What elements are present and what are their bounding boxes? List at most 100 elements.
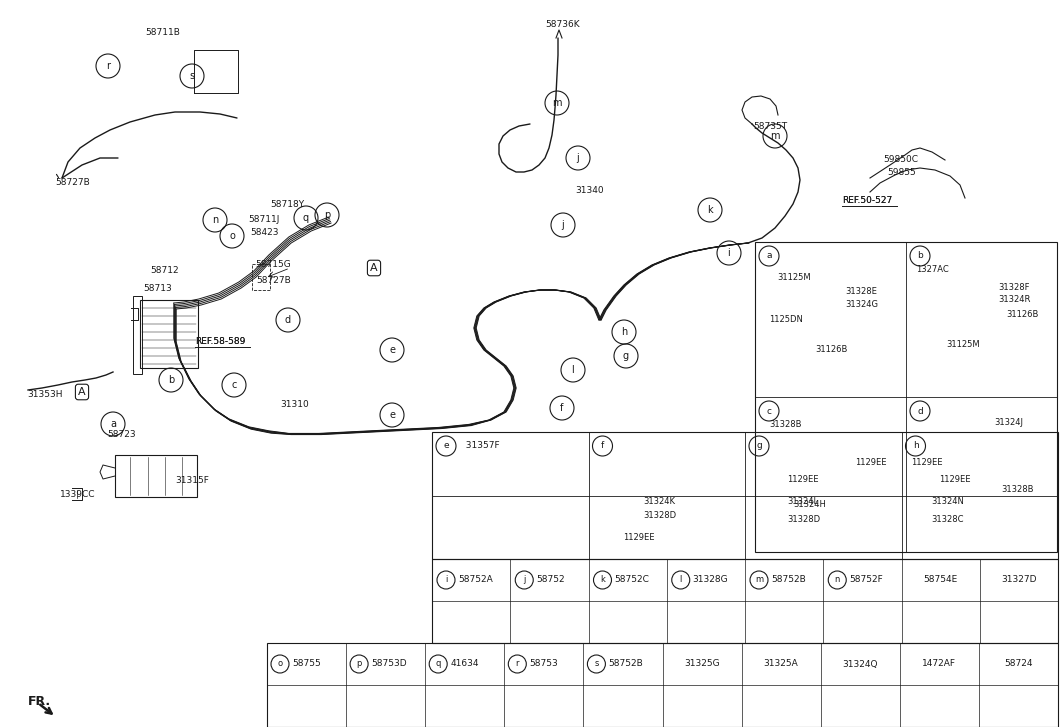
Text: 58755: 58755 [292,659,321,669]
Text: p: p [356,659,361,669]
Bar [133,296,142,374]
Text: 59850C: 59850C [883,155,918,164]
Bar [755,242,1057,552]
Text: i: i [444,576,448,585]
Text: 1472AF: 1472AF [923,659,957,669]
Text: f: f [601,441,604,451]
Text: REF.58-589: REF.58-589 [195,337,246,346]
Text: 58753D: 58753D [371,659,407,669]
Text: 58423: 58423 [250,228,279,237]
Text: 58712: 58712 [150,266,179,275]
Text: 31324R: 31324R [998,295,1030,304]
Text: 31327D: 31327D [1001,576,1036,585]
Text: m: m [755,576,763,585]
Text: m: m [553,98,561,108]
Text: i: i [728,248,730,258]
Text: 1339CC: 1339CC [60,490,96,499]
Text: REF.50-527: REF.50-527 [842,196,892,205]
Text: 58752B: 58752B [608,659,643,669]
Text: 31125M: 31125M [777,273,811,282]
Text: 58711B: 58711B [145,28,180,37]
Text: A: A [79,387,86,397]
Text: 31324L: 31324L [787,497,819,506]
Text: k: k [600,576,605,585]
Text: 41634: 41634 [451,659,478,669]
Text: 58735T: 58735T [753,122,787,131]
Text: A: A [370,263,377,273]
Text: REF.50-527: REF.50-527 [842,196,892,205]
Text: c: c [232,380,237,390]
Text: 58727B: 58727B [55,178,89,187]
Text: p: p [324,210,331,220]
Text: d: d [285,315,291,325]
Text: 31126B: 31126B [815,345,847,354]
Text: c: c [766,406,772,416]
Text: 1125DN: 1125DN [769,315,803,324]
Text: 31126B: 31126B [1006,310,1039,319]
Text: 31328D: 31328D [643,511,677,520]
Text: 31328G: 31328G [693,576,728,585]
Text: g: g [756,441,762,451]
Bar [432,432,1058,559]
Text: a: a [766,252,772,260]
Text: e: e [389,345,395,355]
Text: 58711J: 58711J [248,215,280,224]
Text: 31125M: 31125M [946,340,980,349]
Text: 1129EE: 1129EE [624,533,655,542]
Bar [115,455,197,497]
Text: n: n [212,215,218,225]
Text: 58753: 58753 [529,659,558,669]
Text: s: s [189,71,195,81]
Text: 31324H: 31324H [793,500,826,509]
Text: 58736K: 58736K [545,20,579,29]
Text: e: e [443,441,449,451]
Text: 58723: 58723 [107,430,136,439]
Text: 31325G: 31325G [685,659,720,669]
Text: 31328C: 31328C [931,515,964,524]
Text: 1129EE: 1129EE [940,475,971,484]
Text: 31353H: 31353H [27,390,63,399]
Text: 31310: 31310 [280,400,308,409]
Text: 58752C: 58752C [614,576,649,585]
Text: j: j [576,153,579,163]
Text: 58713: 58713 [144,284,172,293]
Text: 58752F: 58752F [849,576,883,585]
Text: 58718Y: 58718Y [270,200,304,209]
Text: 31324Q: 31324Q [843,659,878,669]
Text: 58724: 58724 [1005,659,1032,669]
Text: r: r [106,61,109,71]
Text: k: k [707,205,713,215]
Text: 31328D: 31328D [787,515,821,524]
Text: FR.: FR. [28,695,51,708]
Text: j: j [561,220,564,230]
Text: 31324K: 31324K [643,497,675,506]
Text: 31328B: 31328B [769,420,802,429]
Text: s: s [594,659,598,669]
Text: 31324N: 31324N [931,497,964,506]
Text: d: d [917,406,923,416]
Text: 58715G: 58715G [255,260,291,269]
Bar [267,643,1058,727]
Bar [140,300,198,368]
Text: 58752B: 58752B [771,576,806,585]
Text: REF.58-589: REF.58-589 [195,337,246,346]
Text: 1129EE: 1129EE [787,475,819,484]
Text: 31340: 31340 [575,186,604,195]
Text: 31357F: 31357F [460,441,500,451]
Text: 1327AC: 1327AC [916,265,949,274]
Text: o: o [229,231,235,241]
Text: 31328B: 31328B [1001,485,1033,494]
Bar [432,559,1058,643]
Text: a: a [109,419,116,429]
Text: b: b [168,375,174,385]
Text: 31325A: 31325A [764,659,798,669]
Text: f: f [560,403,563,413]
Text: 31324G: 31324G [845,300,878,309]
Text: 58754E: 58754E [924,576,958,585]
Text: o: o [277,659,283,669]
Text: r: r [516,659,519,669]
Text: b: b [917,252,923,260]
Text: 1129EE: 1129EE [855,458,887,467]
Text: 31315F: 31315F [175,476,208,485]
Text: 58752A: 58752A [458,576,493,585]
